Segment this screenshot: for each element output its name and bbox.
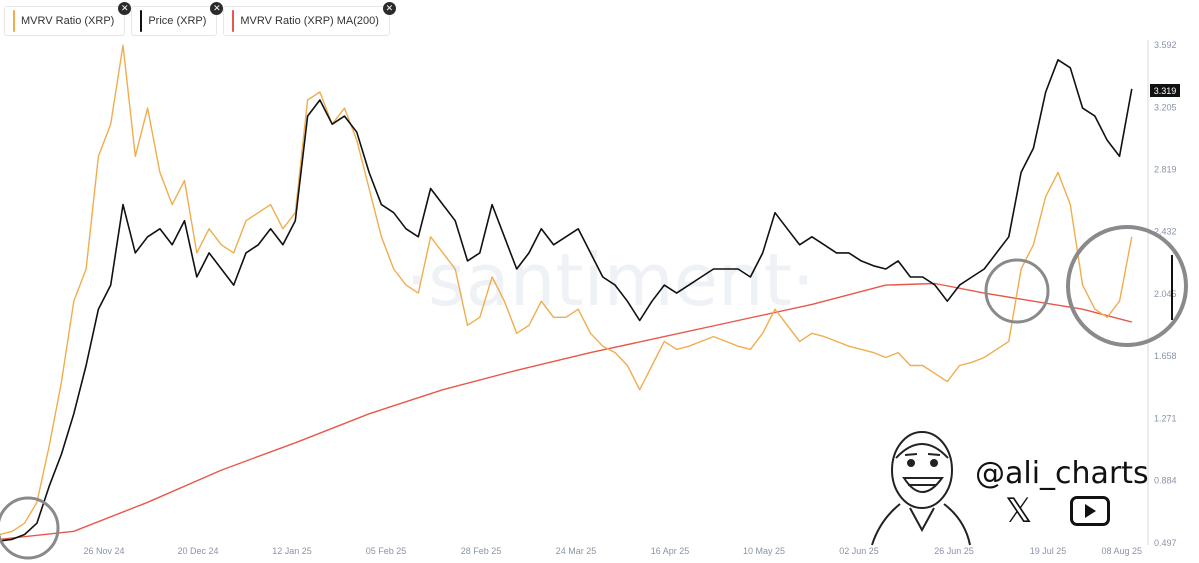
legend-item-price[interactable]: Price (XRP) ✕ xyxy=(131,2,224,36)
x-tick-label: 26 Nov 24 xyxy=(83,546,124,556)
social-links: 𝕏 xyxy=(1005,491,1111,531)
current-value-label: 3.319 xyxy=(1154,86,1177,96)
legend-item-mvrv-ma200[interactable]: MVRV Ratio (XRP) MA(200) ✕ xyxy=(223,2,396,36)
highlight-circle xyxy=(0,496,60,560)
series-mvrv xyxy=(0,44,1133,536)
y-tick-label: 2.045 xyxy=(1154,289,1177,299)
legend-label: MVRV Ratio (XRP) MA(200) xyxy=(240,15,379,27)
close-icon[interactable]: ✕ xyxy=(118,2,132,15)
x-axis: 26 Nov 24 20 Dec 24 12 Jan 25 05 Feb 25 28 F… xyxy=(83,546,1142,556)
highlight-circle xyxy=(1066,225,1188,347)
highlight-circle xyxy=(984,258,1050,324)
x-tick-label: 19 Jul 25 xyxy=(1030,546,1067,556)
series-mvrv-ma200 xyxy=(0,282,1132,540)
y-tick-label: 1.271 xyxy=(1154,413,1177,423)
close-icon[interactable]: ✕ xyxy=(382,2,396,15)
legend-label: Price (XRP) xyxy=(148,15,207,27)
x-tick-label: 16 Apr 25 xyxy=(651,546,690,556)
legend-swatch xyxy=(13,10,15,32)
x-tick-label: 02 Jun 25 xyxy=(839,546,879,556)
x-tick-label: 26 Jun 25 xyxy=(934,546,974,556)
x-logo-icon[interactable]: 𝕏 xyxy=(1005,491,1033,531)
series-line xyxy=(0,282,1132,540)
x-tick-label: 05 Feb 25 xyxy=(366,546,407,556)
series-line xyxy=(0,44,1133,536)
y-tick-label: 3.592 xyxy=(1154,40,1177,50)
youtube-icon[interactable] xyxy=(1070,496,1111,526)
x-tick-label: 10 May 25 xyxy=(743,546,785,556)
x-tick-label: 08 Aug 25 xyxy=(1101,546,1142,556)
series-line xyxy=(0,58,1133,542)
x-tick-label: 28 Feb 25 xyxy=(461,546,502,556)
author-caricature-icon xyxy=(871,431,971,546)
y-tick-label: 0.884 xyxy=(1154,476,1177,486)
watermark: ·santiment· xyxy=(405,238,815,322)
series-price xyxy=(0,58,1133,542)
y-tick-label: 1.658 xyxy=(1154,351,1177,361)
legend: MVRV Ratio (XRP) ✕ Price (XRP) ✕ MVRV Ra… xyxy=(4,2,396,36)
x-tick-label: 20 Dec 24 xyxy=(177,546,218,556)
y-tick-label: 3.205 xyxy=(1154,102,1177,112)
author-handle: @ali_charts xyxy=(975,456,1149,491)
x-tick-label: 12 Jan 25 xyxy=(272,546,312,556)
legend-label: MVRV Ratio (XRP) xyxy=(21,15,115,27)
legend-swatch xyxy=(140,10,143,32)
y-axis: 3.592 3.205 2.819 2.432 2.045 1.658 1.271 0.884… xyxy=(1154,40,1177,548)
y-tick-label: 2.819 xyxy=(1154,164,1177,174)
legend-swatch xyxy=(232,10,235,32)
y-tick-label: 0.497 xyxy=(1154,538,1177,548)
x-tick-label: 24 Mar 25 xyxy=(556,546,597,556)
legend-item-mvrv[interactable]: MVRV Ratio (XRP) ✕ xyxy=(4,2,132,36)
current-value-tag: 3.319 xyxy=(1150,84,1180,97)
y-tick-label: 2.432 xyxy=(1154,227,1177,237)
close-icon[interactable]: ✕ xyxy=(210,2,224,15)
